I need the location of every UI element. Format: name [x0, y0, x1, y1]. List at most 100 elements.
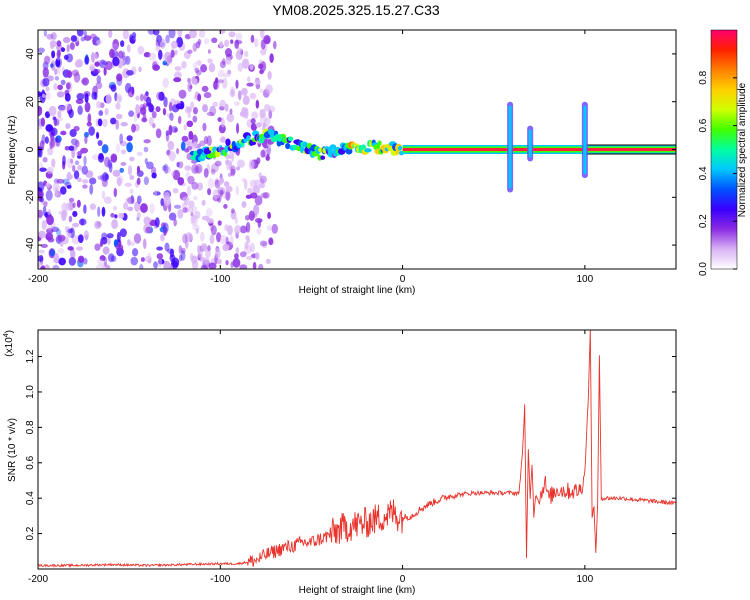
noise-blob: [239, 251, 247, 258]
noise-blob: [42, 67, 49, 78]
noise-blob: [156, 253, 164, 260]
noise-blob: [265, 258, 271, 264]
noise-blob: [256, 157, 261, 165]
spike-inner: [528, 129, 532, 158]
noise-blob: [83, 30, 87, 37]
noise-blob: [259, 88, 264, 93]
noise-blob: [50, 32, 57, 40]
noise-blob: [83, 35, 92, 41]
noise-blob: [174, 49, 178, 56]
noise-blob: [192, 224, 200, 231]
noise-blob: [44, 111, 51, 119]
noise-blob: [261, 241, 268, 249]
noise-blob: [260, 149, 266, 158]
noise-blob: [262, 122, 267, 128]
noise-blob: [186, 145, 193, 151]
noise-blob: [97, 154, 105, 163]
noise-blob: [98, 110, 104, 117]
noise-blob: [74, 60, 82, 68]
noise-blob: [49, 139, 53, 150]
noise-blob: [195, 69, 202, 76]
noise-blob: [52, 264, 60, 269]
noise-blob: [56, 44, 63, 52]
noise-blob: [245, 235, 250, 241]
noise-blob: [51, 50, 56, 59]
noise-blob: [266, 224, 273, 231]
noise-blob: [64, 145, 70, 151]
noise-blob: [245, 221, 251, 233]
noise-blob: [168, 30, 176, 39]
noise-blob: [74, 160, 80, 166]
noise-blob: [187, 200, 195, 209]
noise-blob: [268, 105, 276, 113]
track-blob: [397, 145, 403, 151]
noise-blob: [122, 30, 130, 40]
noise-blob: [104, 156, 111, 168]
spectrogram-y-tick-label: -40: [25, 237, 36, 252]
spectrogram-y-axis-label: Frequency (Hz): [7, 116, 18, 185]
noise-blob: [56, 178, 65, 184]
noise-blob: [87, 113, 92, 124]
noise-blob: [263, 103, 271, 112]
noise-blob: [191, 181, 199, 190]
noise-blob: [60, 130, 67, 136]
noise-blob: [96, 221, 103, 228]
noise-blob: [135, 104, 140, 115]
noise-blob: [243, 178, 248, 190]
noise-blob: [47, 147, 54, 156]
noise-blob: [45, 124, 54, 132]
noise-blob: [262, 191, 270, 199]
noise-blob: [207, 49, 211, 54]
spectrogram-frame: [37, 29, 677, 270]
noise-blob: [69, 42, 75, 50]
noise-blob: [224, 48, 233, 57]
noise-blob: [127, 206, 134, 212]
noise-blob: [97, 206, 101, 218]
noise-blob: [75, 139, 80, 148]
noise-blob: [237, 62, 243, 72]
noise-blob: [153, 261, 158, 269]
noise-blob: [203, 168, 209, 178]
noise-blob: [103, 196, 112, 204]
noise-blob: [139, 93, 144, 102]
noise-blob: [230, 168, 236, 177]
noise-blob: [162, 108, 167, 116]
noise-blob: [144, 157, 148, 165]
noise-blob: [250, 192, 258, 199]
noise-blob: [255, 122, 262, 128]
track-blob: [345, 147, 353, 155]
noise-blob: [107, 159, 113, 169]
noise-blob: [114, 214, 118, 219]
noise-blob: [249, 63, 254, 71]
noise-blob: [177, 208, 184, 219]
noise-blob: [50, 63, 54, 68]
noise-blob: [78, 218, 87, 226]
noise-blob: [47, 209, 52, 216]
noise-blob: [169, 112, 174, 121]
noise-blob: [244, 215, 250, 221]
noise-blob: [248, 210, 255, 221]
noise-blob: [68, 256, 76, 266]
noise-blob: [244, 241, 249, 250]
noise-blob: [110, 153, 118, 163]
noise-blob: [76, 30, 84, 37]
noise-blob: [253, 38, 259, 48]
noise-blob: [201, 85, 209, 93]
noise-blob: [189, 30, 198, 39]
noise-blob: [137, 45, 145, 55]
snr-y-tick-label: 1.2: [25, 349, 36, 363]
noise-blob: [178, 254, 183, 262]
noise-blob: [107, 253, 115, 263]
snr-ticks: -200 -100 0 100 0.2 0.4 0.6 0.8 1.0 1.2: [25, 330, 676, 585]
noise-blob: [259, 108, 266, 119]
noise-blob: [45, 189, 53, 201]
snr-x-tick-label: 100: [577, 574, 594, 585]
noise-blob: [268, 237, 274, 246]
noise-blob: [84, 55, 90, 65]
noise-blob: [259, 240, 268, 247]
noise-blob: [42, 205, 47, 216]
noise-blob: [120, 122, 128, 127]
noise-blob: [115, 102, 121, 110]
noise-blob: [40, 243, 48, 249]
